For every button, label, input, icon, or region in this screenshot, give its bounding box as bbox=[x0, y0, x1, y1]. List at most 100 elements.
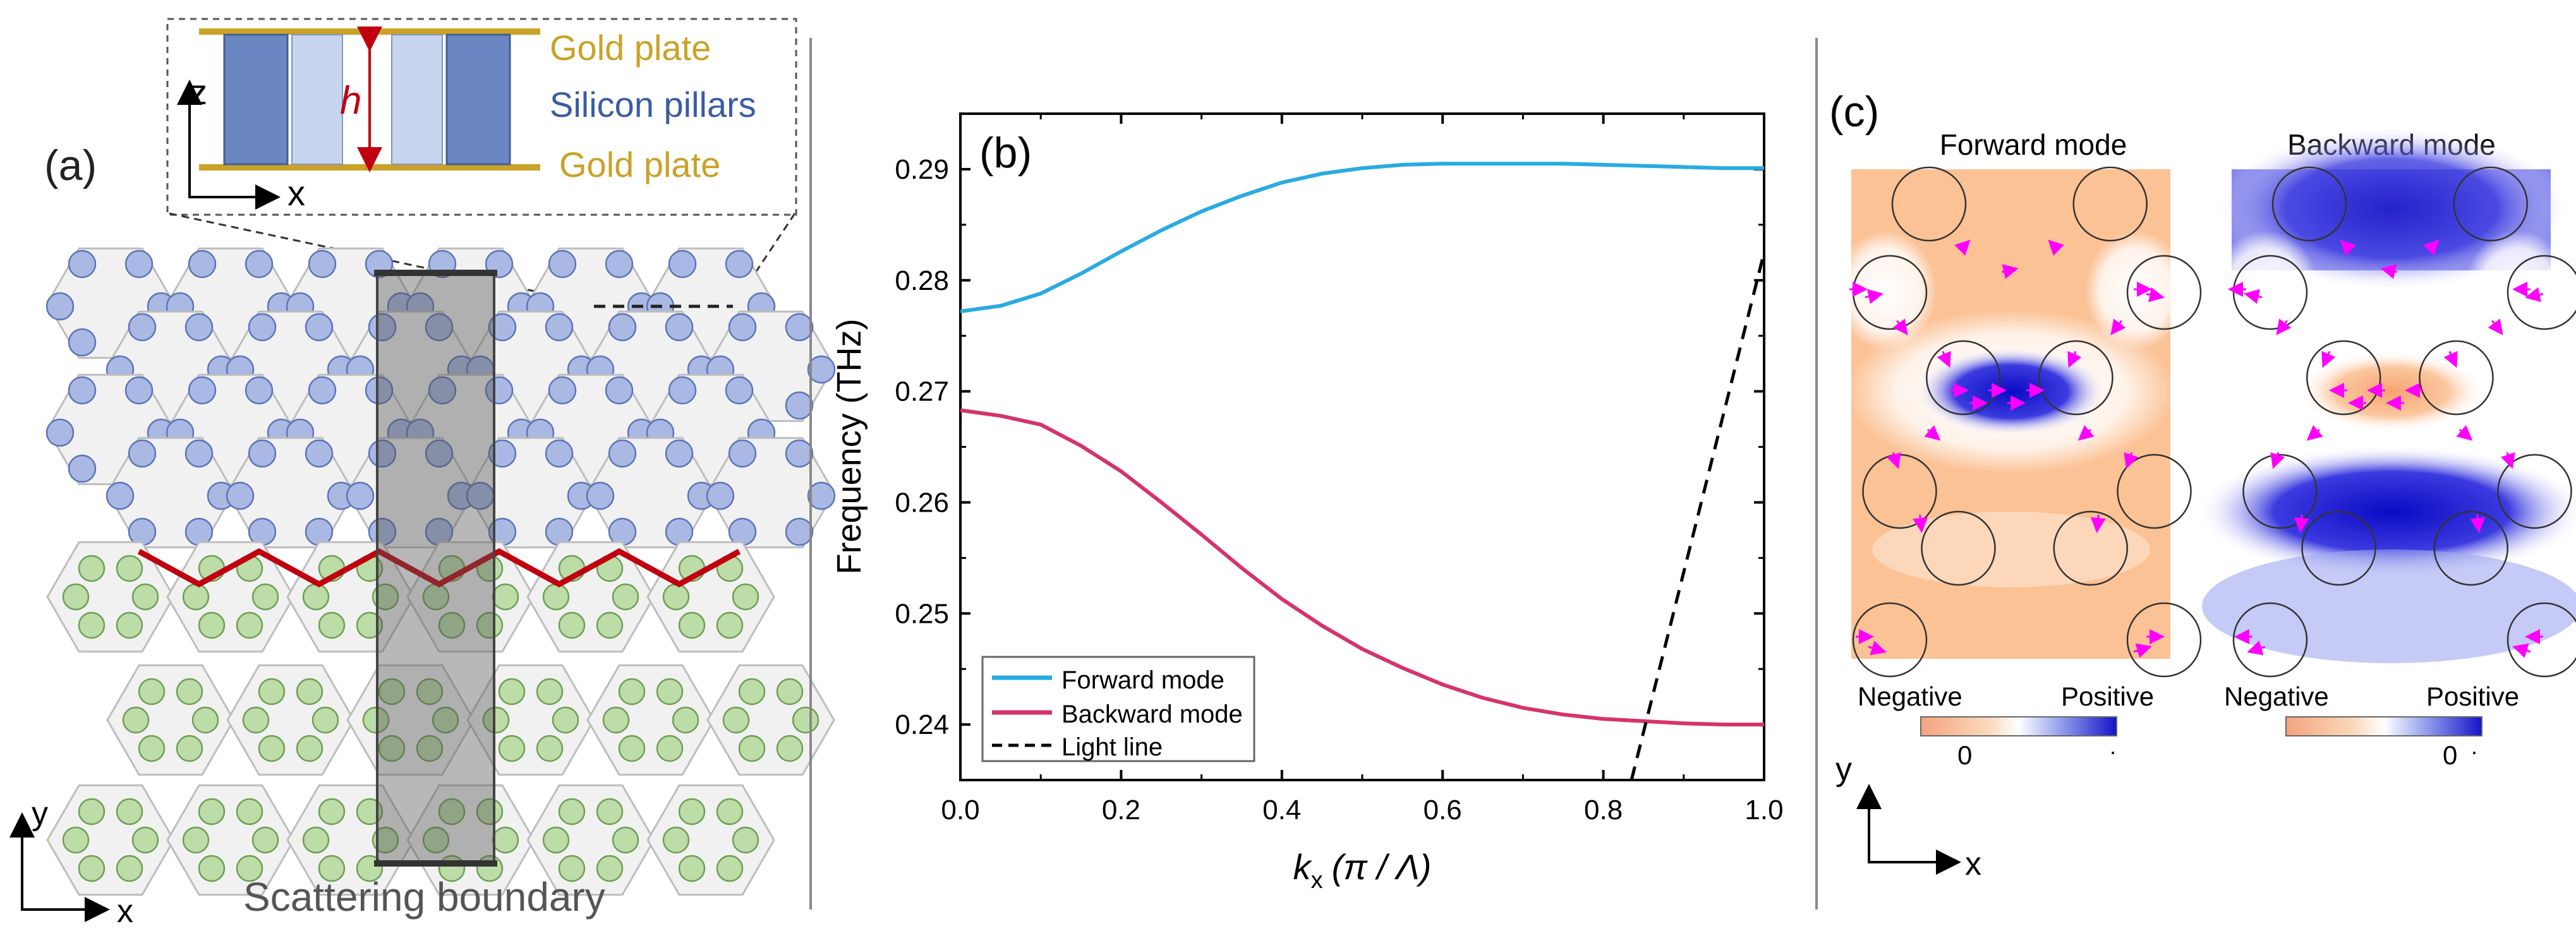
pillar bbox=[536, 735, 564, 762]
pillar bbox=[62, 583, 90, 611]
gold-plate-bottom-label: Gold plate bbox=[559, 145, 720, 184]
pillar bbox=[605, 376, 634, 405]
pillar bbox=[586, 481, 615, 510]
series-light-line bbox=[1630, 252, 1766, 781]
forward-colorbar: Negative Positive 0 · bbox=[1858, 682, 2154, 770]
pillar bbox=[78, 611, 106, 639]
pillar-outline bbox=[2306, 340, 2381, 416]
pillar bbox=[807, 355, 836, 384]
backward-colorbar-bar bbox=[2285, 716, 2482, 736]
inset-diagram: h Gold plate Silicon pillars Gold plate … bbox=[166, 18, 797, 216]
c-y-label: y bbox=[1835, 751, 1852, 788]
pillar-outline bbox=[2497, 453, 2572, 529]
pillar bbox=[432, 706, 459, 734]
pillar-outline bbox=[2126, 602, 2202, 678]
backward-colorbar: Negative Positive 0 · bbox=[2224, 682, 2519, 770]
pillar bbox=[558, 855, 586, 882]
series-forward-mode bbox=[960, 162, 1764, 313]
pillar bbox=[346, 481, 375, 510]
pillar bbox=[776, 678, 804, 706]
forward-field-map bbox=[1835, 166, 2202, 678]
silicon-pillars-label: Silicon pillars bbox=[550, 85, 756, 124]
pillar bbox=[251, 583, 279, 611]
pillar-outline bbox=[2271, 166, 2347, 242]
forward-colorbar-zero: 0 bbox=[1957, 740, 1972, 770]
pillar-outline bbox=[2506, 602, 2576, 678]
photonic-lattice bbox=[45, 247, 836, 896]
forward-colorbar-dot: · bbox=[2109, 738, 2117, 764]
backward-blue-lower bbox=[2202, 550, 2576, 663]
pillar bbox=[198, 855, 226, 882]
pillar bbox=[45, 418, 75, 447]
plot-series bbox=[960, 162, 1766, 781]
y-tick-label: 0.28 bbox=[895, 265, 949, 296]
legend-label-backward: Backward mode bbox=[1061, 700, 1243, 728]
pillar bbox=[78, 798, 106, 826]
pillar-dark-left bbox=[223, 33, 289, 165]
pillar bbox=[428, 376, 457, 405]
pillar bbox=[368, 313, 397, 342]
pillar bbox=[318, 798, 346, 826]
pillar bbox=[184, 313, 214, 342]
field-arrow bbox=[2423, 239, 2440, 256]
field-arrow bbox=[2270, 452, 2285, 469]
pillar bbox=[372, 826, 399, 854]
pillar bbox=[792, 706, 819, 734]
pillar bbox=[305, 313, 334, 342]
pillar bbox=[732, 826, 759, 854]
field-arrow bbox=[2380, 264, 2398, 279]
pillar bbox=[248, 439, 277, 468]
pillar bbox=[236, 855, 263, 882]
pillar bbox=[728, 517, 757, 546]
pillar-outline bbox=[1891, 166, 1967, 242]
field-arrow bbox=[2124, 452, 2139, 469]
pillar bbox=[124, 249, 154, 279]
pillar bbox=[416, 678, 444, 706]
x-axis: 0.0 0.2 0.4 0.6 0.8 1.0 bbox=[941, 114, 1784, 826]
pillar bbox=[672, 706, 699, 734]
pillar bbox=[668, 376, 697, 405]
pillar bbox=[302, 826, 330, 854]
backward-colorbar-negative: Negative bbox=[2224, 682, 2329, 711]
pillar bbox=[305, 517, 334, 546]
field-arrow bbox=[2077, 425, 2095, 441]
pillar bbox=[176, 678, 203, 706]
pillar-outline bbox=[2126, 255, 2202, 330]
pillar bbox=[138, 678, 166, 706]
pillar bbox=[198, 611, 226, 639]
pillar bbox=[612, 826, 639, 854]
pillar bbox=[678, 611, 706, 639]
backward-colorbar-positive: Positive bbox=[2426, 682, 2519, 711]
x-tick-label: 0.2 bbox=[1102, 795, 1140, 826]
pillar-outline bbox=[2453, 166, 2528, 242]
field-arrow bbox=[1924, 425, 1941, 441]
pillar bbox=[542, 583, 570, 611]
pillar bbox=[305, 439, 334, 468]
pillar-outline bbox=[2433, 510, 2508, 586]
pillar bbox=[68, 328, 97, 357]
pillar bbox=[618, 678, 646, 706]
pillar-outline bbox=[2419, 340, 2494, 416]
pillar bbox=[662, 583, 690, 611]
pillar bbox=[605, 249, 634, 279]
field-arrow bbox=[2110, 318, 2126, 335]
pillar bbox=[296, 735, 324, 762]
field-arrow bbox=[1886, 452, 1901, 469]
x-axis-label: kx (π / Λ) bbox=[1293, 847, 1432, 894]
field-arrow bbox=[2340, 239, 2356, 256]
pillar bbox=[184, 439, 214, 468]
pillar bbox=[116, 798, 143, 826]
a-y-label: y bbox=[32, 795, 48, 832]
pillar bbox=[438, 798, 466, 826]
field-arrow bbox=[2500, 452, 2515, 469]
pillar-outline bbox=[1921, 510, 1996, 586]
pillar bbox=[236, 611, 263, 639]
pillar bbox=[122, 706, 150, 734]
domain-boundary bbox=[137, 548, 741, 588]
forward-colorbar-positive: Positive bbox=[2061, 682, 2154, 711]
pillar-outline bbox=[2506, 255, 2576, 330]
pillar bbox=[251, 826, 279, 854]
pillar bbox=[807, 481, 836, 510]
field-arrow bbox=[2048, 239, 2064, 256]
pillar bbox=[242, 706, 270, 734]
